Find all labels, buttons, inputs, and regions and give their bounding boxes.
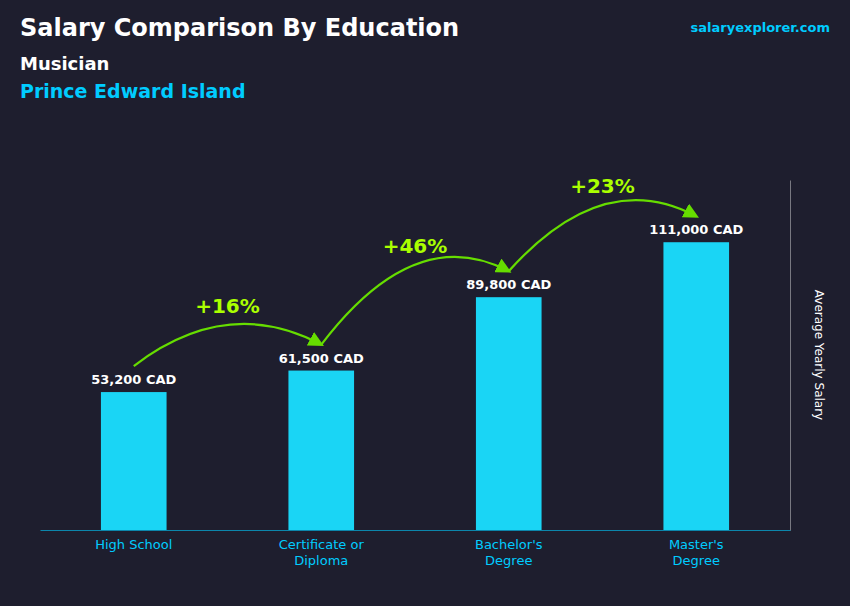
bars — [101, 242, 729, 530]
subtitle: Musician — [20, 53, 109, 74]
bar — [476, 297, 542, 530]
x-axis-line — [41, 530, 791, 531]
x-tick-label: Master'sDegree — [669, 537, 724, 568]
annotations: +16% +46% +23% — [134, 174, 697, 366]
data-label: 89,800 CAD — [466, 277, 551, 292]
x-tick-label: High School — [95, 537, 172, 552]
x-tick: Certificate orDiploma — [279, 530, 365, 568]
y-axis — [790, 181, 791, 531]
data-labels: 53,200 CAD 61,500 CAD 89,800 CAD 111,000 CA… — [91, 222, 743, 387]
background — [0, 0, 850, 606]
annotation: +16% — [195, 294, 260, 318]
x-tick-label: Certificate orDiploma — [279, 537, 365, 568]
subtitle: Prince Edward Island — [20, 80, 245, 102]
arrow — [321, 257, 509, 345]
annotation: +46% — [383, 234, 448, 258]
data-label: 53,200 CAD — [91, 372, 176, 387]
bar — [101, 392, 167, 530]
x-axis: High School Certificate orDiploma Bachelor… — [41, 530, 791, 568]
chart: Salary Comparison By Education Musician Pr… — [0, 0, 850, 606]
data-label: 111,000 CAD — [649, 222, 743, 237]
x-tick: Master'sDegree — [669, 530, 724, 568]
annotation: +23% — [570, 174, 635, 198]
bar — [663, 242, 729, 530]
x-tick-label: Bachelor'sDegree — [475, 537, 543, 568]
source: salaryexplorer.com — [691, 20, 830, 35]
arrow — [509, 200, 697, 271]
y-axis-line — [790, 181, 791, 531]
title: Salary Comparison By Education — [20, 14, 459, 42]
data-label: 61,500 CAD — [279, 351, 364, 366]
arrow — [134, 324, 322, 366]
x-tick: Bachelor'sDegree — [475, 530, 543, 568]
plot: High School Certificate orDiploma Bachelor… — [41, 174, 791, 568]
x-tick: High School — [95, 530, 172, 552]
bar — [288, 371, 354, 530]
y-axis-title: Average Yearly Salary — [812, 290, 826, 420]
